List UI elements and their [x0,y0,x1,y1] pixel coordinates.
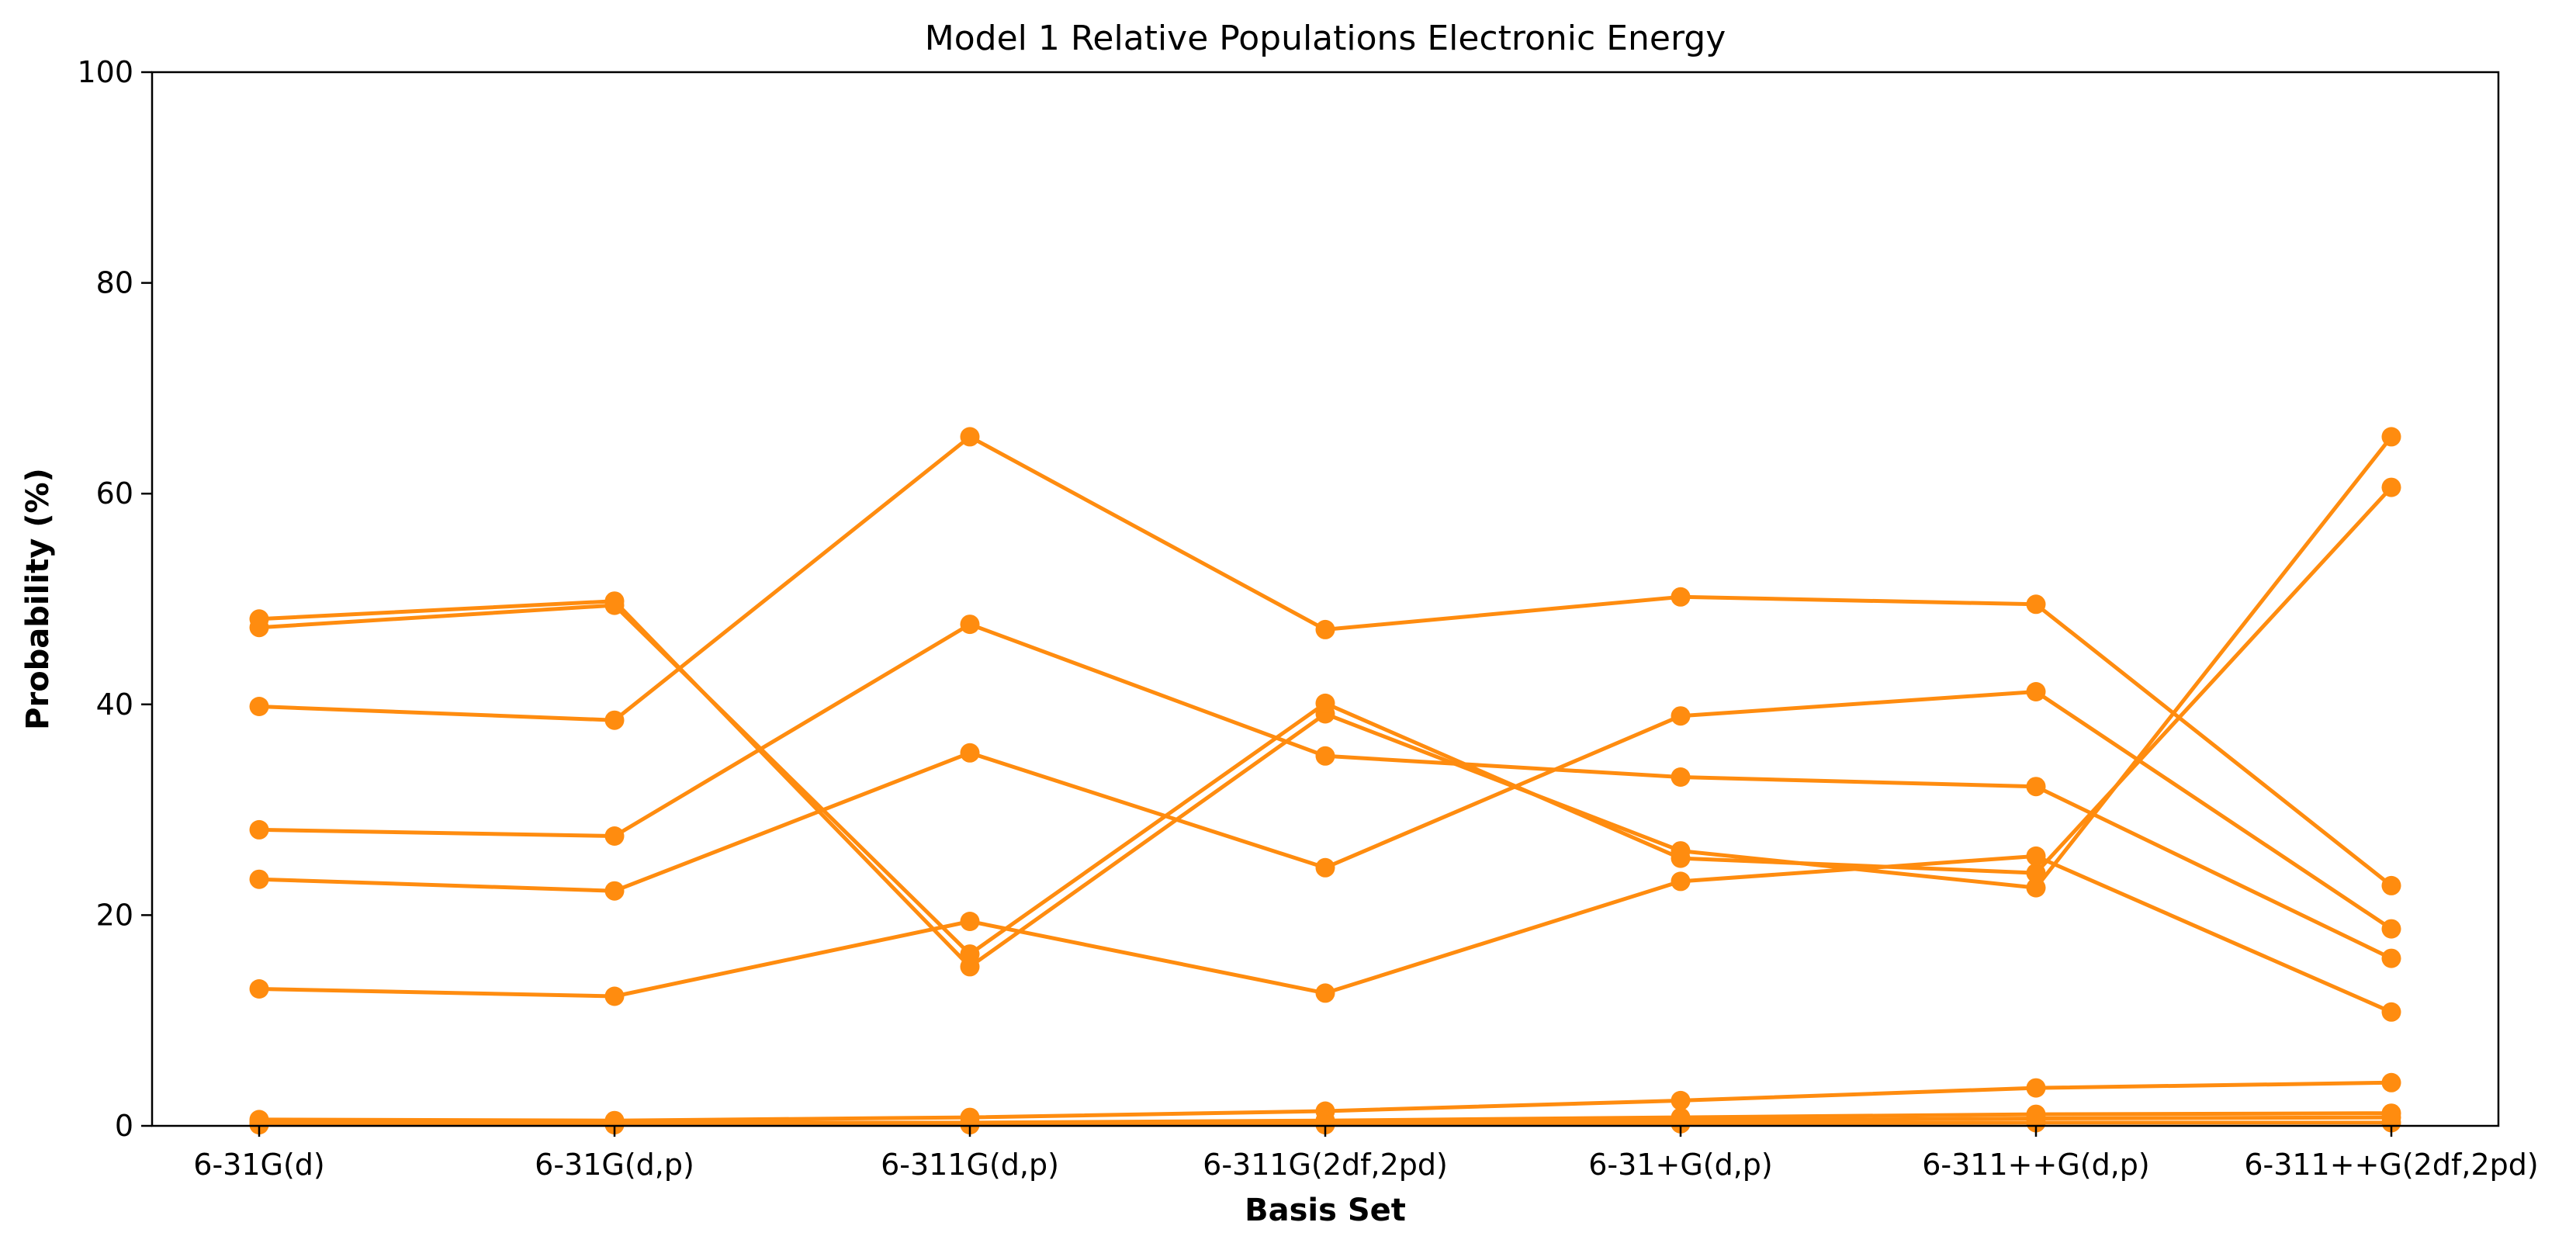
x-tick-label: 6-31+G(d,p) [1588,1148,1773,1182]
data-point [1315,619,1335,639]
data-point [604,826,625,846]
data-point [1671,1113,1691,1134]
plot-area [249,427,2401,1135]
series-4 [249,615,2401,968]
data-point [960,427,980,447]
series-line [257,690,2394,931]
plot-frame [151,71,2500,1127]
data-point [249,819,269,840]
series-line [257,622,2394,961]
data-point [1671,767,1691,787]
series-line [257,435,2394,888]
x-axis: 6-31G(d) 6-31G(d,p) 6-311G(d,p) 6-311G(2df,… [193,1126,2539,1182]
data-point [2026,594,2046,615]
data-point [2381,1113,2401,1133]
data-point [2026,777,2046,797]
x-tick-label: 6-311++G(d,p) [1922,1148,2150,1182]
data-point [1315,857,1335,878]
data-point [249,697,269,716]
data-point [1671,871,1691,892]
x-tick-label: 6-311G(d,p) [881,1148,1059,1182]
y-tick-label: 80 [96,266,133,300]
data-point [1671,706,1691,726]
series-6 [249,846,2401,1022]
data-point [2381,1002,2401,1022]
data-point [2381,948,2401,968]
x-tick-label: 6-31G(d) [193,1148,324,1182]
x-tick-label: 6-311++G(2df,2pd) [2244,1148,2538,1182]
data-point [1315,746,1335,766]
data-point [1315,1115,1335,1135]
data-point [604,710,625,730]
y-tick-label: 20 [96,898,133,932]
series-2 [249,477,2401,964]
y-axis-label: Probability (%) [20,468,56,730]
data-point [960,912,980,931]
data-point [249,1115,269,1135]
data-point [1671,587,1691,607]
y-tick-label: 100 [77,55,133,89]
x-tick-label: 6-31G(d,p) [535,1148,694,1182]
series-3 [249,427,2401,895]
data-point [604,1115,625,1135]
data-point [1671,848,1691,868]
data-point [2381,1072,2401,1092]
data-point [1671,1090,1691,1110]
y-tick-label: 40 [96,687,133,722]
data-point [2026,1113,2046,1133]
data-point [249,979,269,999]
data-point [1315,693,1335,713]
data-point [2381,875,2401,895]
data-point [2026,863,2046,883]
data-point [2381,477,2401,497]
x-axis-label: Basis Set [1245,1193,1406,1228]
data-point [249,618,269,638]
data-point [960,615,980,635]
data-point [2026,682,2046,701]
data-point [604,595,625,615]
data-point [604,986,625,1006]
data-point [2381,919,2401,939]
x-tick-label: 6-311G(2df,2pd) [1203,1148,1448,1182]
data-point [604,881,625,901]
series-10 [249,1113,2401,1135]
data-point [2026,846,2046,866]
data-point [1315,983,1335,1003]
series-5 [249,682,2401,939]
data-point [2381,427,2401,447]
y-tick-label: 60 [96,476,133,511]
y-tick-label: 0 [115,1109,133,1143]
y-axis: 0 20 40 60 80 100 [77,55,152,1143]
data-point [2026,1078,2046,1098]
data-point [960,1115,980,1135]
data-point [249,869,269,889]
data-point [960,743,980,763]
chart-title: Model 1 Relative Populations Electronic … [925,19,1726,58]
data-point [2026,878,2046,898]
data-point [960,944,980,964]
